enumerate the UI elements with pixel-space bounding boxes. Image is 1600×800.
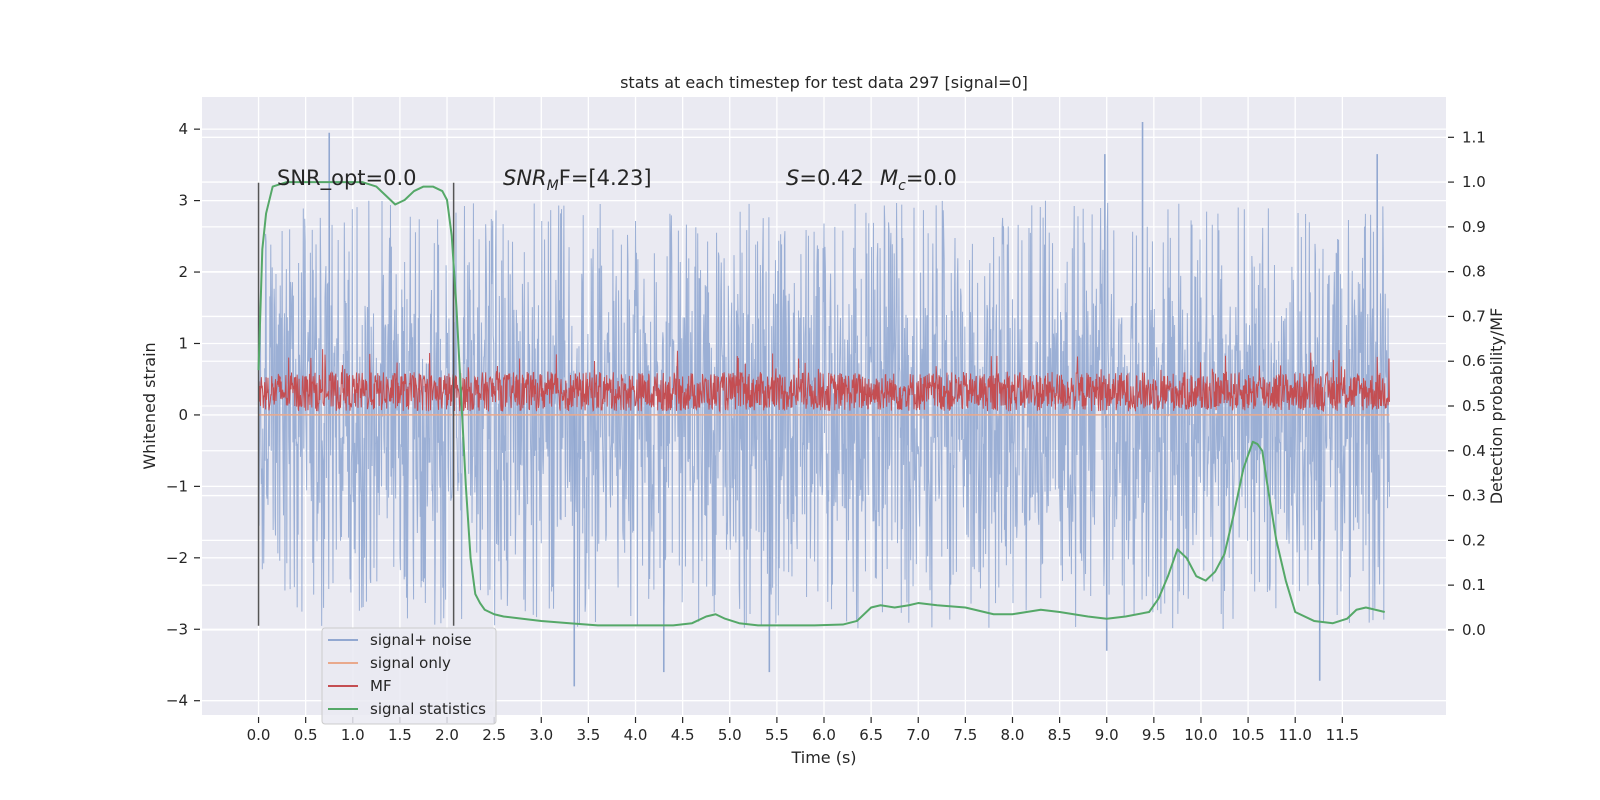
- annotation-snr-mf: SNRMF=[4.23]: [503, 166, 652, 194]
- x-tick-label: 1.0: [341, 726, 365, 744]
- y-tick-label-right: 0.9: [1462, 218, 1486, 236]
- legend-label-signal-only: signal only: [370, 654, 451, 672]
- annotation-mc: Mc=0.0: [880, 166, 957, 194]
- legend: signal+ noise signal only MF signal stat…: [321, 627, 497, 725]
- signal-statistics-line: [257, 181, 1385, 627]
- x-ticks: 0.0 0.5 1.0 1.5 2.0 2.5 3.0 3.5 4.0 4.5 5.0 5.5 6.0 6…: [247, 717, 1359, 744]
- annotation-mc-rest: =0.0: [906, 166, 957, 190]
- x-tick-label: 8.0: [1001, 726, 1025, 744]
- y-axis-label-left: Whitened strain: [140, 342, 159, 469]
- x-axis-label: Time (s): [790, 748, 856, 767]
- y-tick-label-left: −1: [166, 477, 188, 495]
- signal-noise-trace: [258, 200, 1390, 629]
- x-tick-label: 3.0: [529, 726, 553, 744]
- x-tick-label: 6.5: [859, 726, 883, 744]
- y-tick-label-right: 1.0: [1462, 173, 1486, 191]
- y-tick-label-right: 0.6: [1462, 352, 1486, 370]
- annotation-snr-mf-sub: M: [547, 178, 559, 194]
- annotation-s-main: S: [786, 166, 799, 190]
- x-tick-label: 4.5: [671, 726, 695, 744]
- x-tick-label: 10.0: [1184, 726, 1217, 744]
- x-tick-label: 9.0: [1095, 726, 1119, 744]
- legend-box: [321, 627, 497, 725]
- series-mf: [258, 349, 1390, 414]
- x-tick-label: 3.5: [576, 726, 600, 744]
- x-tick-label: 11.5: [1326, 726, 1359, 744]
- x-tick-label: 7.5: [953, 726, 977, 744]
- y-tick-label-left: −2: [166, 549, 188, 567]
- y-tick-label-right: 0.8: [1462, 263, 1486, 281]
- y-tick-label-left: 4: [178, 120, 188, 138]
- annotation-s: S=0.42: [786, 166, 864, 190]
- y-axis-label-right: Detection probability/MF: [1487, 308, 1506, 505]
- x-tick-label: 1.5: [388, 726, 412, 744]
- y-tick-label-right: 0.2: [1462, 531, 1486, 549]
- mf-trace: [258, 349, 1390, 414]
- y-tick-label-right: 0.7: [1462, 307, 1486, 325]
- y-tick-label-right: 0.0: [1462, 621, 1486, 639]
- x-tick-label: 7.0: [906, 726, 930, 744]
- y-tick-label-left: −3: [166, 620, 188, 638]
- annotation-snr-mf-rest: F=[4.23]: [559, 166, 652, 190]
- y-tick-label-left: 1: [178, 334, 188, 352]
- y-tick-label-right: 0.4: [1462, 442, 1486, 460]
- annotation-mc-main: M: [880, 166, 898, 190]
- y-tick-label-left: −4: [166, 692, 188, 710]
- annotation-s-rest: =0.42: [799, 166, 863, 190]
- x-tick-label: 2.5: [482, 726, 506, 744]
- x-tick-label: 6.0: [812, 726, 836, 744]
- x-tick-label: 9.5: [1142, 726, 1166, 744]
- legend-label-mf: MF: [370, 677, 392, 695]
- x-tick-label: 5.0: [718, 726, 742, 744]
- x-tick-label: 10.5: [1231, 726, 1264, 744]
- annotation-mc-sub: c: [898, 178, 906, 194]
- y-tick-label-left: 2: [178, 263, 188, 281]
- annotation-snr-mf-main: SNR: [503, 166, 547, 190]
- x-tick-label: 5.5: [765, 726, 789, 744]
- x-tick-label: 11.0: [1279, 726, 1312, 744]
- x-tick-label: 4.0: [624, 726, 648, 744]
- x-tick-label: 0.0: [247, 726, 271, 744]
- y-tick-label-right: 0.1: [1462, 576, 1486, 594]
- y-tick-label-right: 0.3: [1462, 487, 1486, 505]
- x-tick-label: 2.0: [435, 726, 459, 744]
- y-tick-label-left: 3: [178, 192, 188, 210]
- legend-label-signal-statistics: signal statistics: [370, 700, 486, 718]
- x-tick-label: 0.5: [294, 726, 318, 744]
- annotation-snr-opt: SNR_opt=0.0: [277, 166, 417, 191]
- y-tick-label-left: 0: [178, 406, 188, 424]
- y-tick-label-right: 1.1: [1462, 128, 1486, 146]
- y-tick-label-right: 0.5: [1462, 397, 1486, 415]
- series-signal-noise: [258, 122, 1390, 687]
- y-ticks-right: 1.1 1.0 0.9 0.8 0.7 0.6 0.5 0.4 0.3 0.2 0.1 0.0: [1448, 128, 1486, 639]
- y-ticks-left: 4 3 2 1 0 −1 −2 −3 −4: [166, 120, 200, 710]
- series-signal-statistics: [257, 181, 1385, 627]
- chart-title: stats at each timestep for test data 297…: [620, 73, 1028, 92]
- x-tick-label: 8.5: [1048, 726, 1072, 744]
- legend-label-signal-noise: signal+ noise: [370, 631, 472, 649]
